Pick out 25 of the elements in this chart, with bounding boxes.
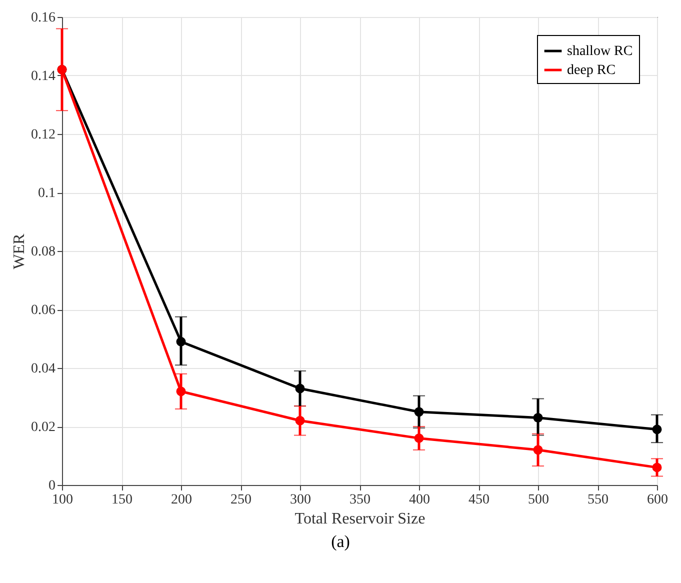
y-tick-label: 0.06	[31, 303, 56, 318]
x-tick-label: 200	[171, 492, 192, 508]
x-tick-label: 550	[588, 492, 608, 508]
legend-label: deep RC	[567, 63, 616, 78]
y-tick-label: 0	[48, 478, 56, 494]
x-tick-label: 600	[647, 492, 668, 508]
legend-label: shallow RC	[567, 44, 633, 59]
y-tick-label: 0.12	[31, 128, 56, 142]
y-tick-label: 0.1	[38, 186, 56, 201]
x-tick-label: 300	[290, 492, 311, 508]
y-tick-label: 0.14	[31, 69, 56, 84]
x-tick-label: 350	[350, 492, 370, 508]
y-tick-label: 0.02	[31, 420, 56, 435]
x-tick-label: 150	[112, 492, 132, 508]
y-tick-label: 0.04	[31, 362, 56, 376]
y-axis-title: WER	[11, 233, 28, 270]
y-tick-label: 0.16	[31, 10, 56, 26]
text: (a)	[330, 532, 351, 552]
y-tick-label: 0.08	[31, 244, 56, 260]
x-tick-label: 250	[230, 492, 252, 508]
x-axis-title: Total Reservoir Size	[294, 510, 426, 528]
x-tick-label: 400	[409, 492, 430, 508]
x-tick-label: 450	[468, 492, 490, 508]
x-tick-label: 500	[528, 492, 549, 508]
x-tick-label: 100	[52, 492, 73, 508]
